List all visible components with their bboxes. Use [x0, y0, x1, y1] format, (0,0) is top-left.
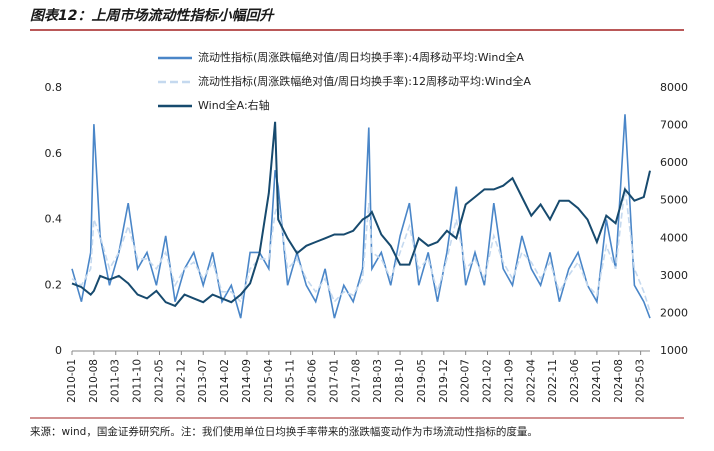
- x-tick-label: 2011-03: [110, 359, 122, 403]
- y2-tick-label: 5000: [660, 194, 688, 207]
- x-tick-label: 2010-08: [88, 359, 100, 403]
- x-tick-label: 2016-06: [307, 359, 319, 403]
- x-tick-label: 2015-04: [263, 359, 275, 403]
- y-tick-label: 0: [55, 344, 62, 357]
- x-tick-label: 2020-07: [460, 359, 472, 403]
- x-tick-label: 2015-11: [285, 359, 297, 403]
- y2-tick-label: 6000: [660, 156, 688, 169]
- y2-tick-label: 1000: [660, 344, 688, 357]
- y-tick-label: 0.2: [45, 278, 63, 291]
- legend-label: 流动性指标(周涨跌幅绝对值/周日均换手率):12周移动平均:Wind全A: [198, 74, 531, 88]
- x-tick-label: 2022-11: [547, 359, 559, 403]
- x-tick-label: 2022-04: [525, 359, 537, 403]
- legend-label: Wind全A:右轴: [198, 98, 270, 112]
- y2-tick-label: 3000: [660, 269, 688, 282]
- y-tick-label: 0.8: [45, 81, 63, 94]
- x-tick-label: 2013-07: [197, 359, 209, 403]
- x-tick-label: 2012-12: [175, 359, 187, 403]
- chart-title: 图表12：上周市场流动性指标小幅回升: [30, 7, 275, 24]
- x-tick-label: 2017-08: [350, 359, 362, 403]
- x-tick-label: 2021-02: [482, 359, 494, 403]
- x-tick-label: 2023-06: [569, 359, 581, 403]
- y-tick-label: 0.6: [45, 147, 63, 160]
- x-tick-label: 2021-09: [503, 359, 515, 403]
- y2-tick-label: 4000: [660, 231, 688, 244]
- x-tick-label: 2017-01: [328, 359, 340, 403]
- x-tick-label: 2025-03: [635, 359, 647, 403]
- series-line: [71, 186, 651, 312]
- x-tick-label: 2011-10: [132, 359, 144, 403]
- y2-tick-label: 2000: [660, 306, 688, 319]
- series-line: [71, 114, 651, 319]
- x-tick-label: 2014-02: [219, 359, 231, 403]
- x-tick-label: 2019-05: [416, 359, 428, 403]
- y-tick-label: 0.4: [45, 213, 63, 226]
- legend-label: 流动性指标(周涨跌幅绝对值/周日均换手率):4周移动平均:Wind全A: [198, 50, 524, 64]
- x-tick-label: 2018-03: [372, 359, 384, 403]
- x-tick-label: 2018-10: [394, 359, 406, 403]
- x-tick-label: 2024-01: [591, 359, 603, 403]
- x-tick-label: 2010-01: [66, 359, 78, 403]
- y2-tick-label: 8000: [660, 81, 688, 94]
- y2-tick-label: 7000: [660, 119, 688, 132]
- series-line: [71, 121, 651, 308]
- x-tick-label: 2024-08: [613, 359, 625, 403]
- x-tick-label: 2019-12: [438, 359, 450, 403]
- x-tick-label: 2012-05: [153, 359, 165, 403]
- source-note: 来源：wind，国金证券研究所。注：我们使用单位日均换手率带来的涨跌幅变动作为市…: [30, 425, 538, 438]
- x-tick-label: 2014-09: [241, 359, 253, 403]
